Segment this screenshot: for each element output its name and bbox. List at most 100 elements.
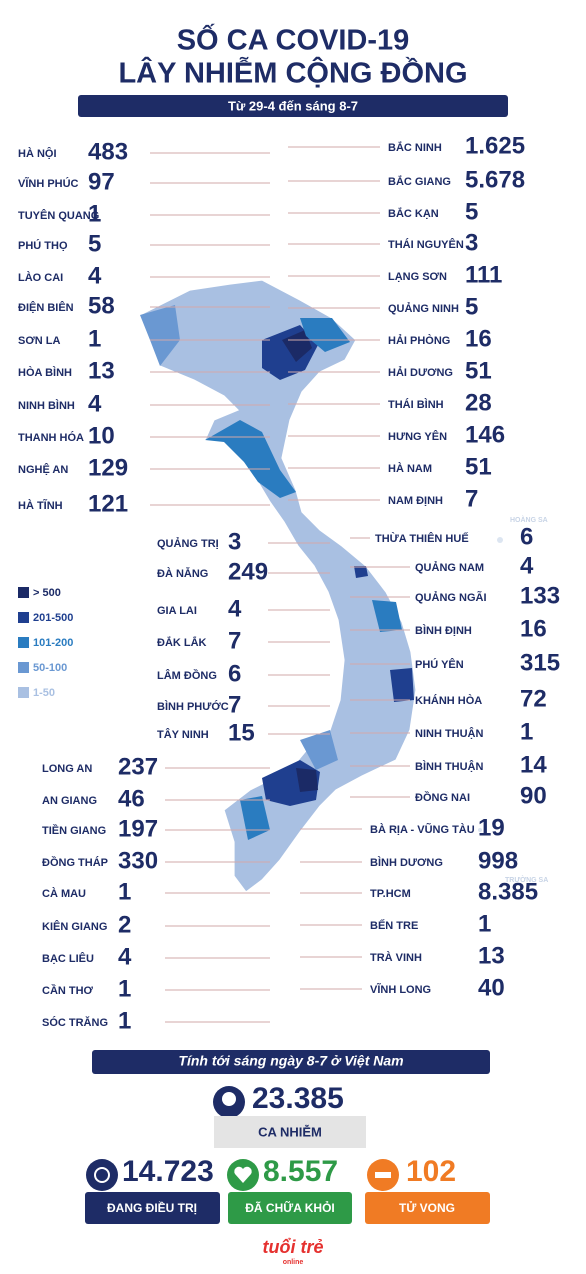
province-name: NAM ĐỊNH bbox=[388, 495, 443, 507]
province-name: AN GIANG bbox=[42, 795, 97, 807]
legend-label: 1-50 bbox=[33, 687, 55, 699]
province-cases: 1 bbox=[88, 325, 101, 352]
province-cases: 4 bbox=[88, 262, 102, 289]
province-cases: 7 bbox=[228, 691, 241, 718]
province-name: NGHỆ AN bbox=[18, 463, 68, 476]
province-name: GIA LAI bbox=[157, 605, 197, 617]
province-cases: 4 bbox=[88, 390, 102, 417]
legend-label: > 500 bbox=[33, 587, 61, 599]
province-cases: 315 bbox=[520, 649, 560, 676]
paracel-label: HOÀNG SA bbox=[510, 515, 548, 524]
province-cases: 1 bbox=[118, 878, 131, 905]
province-name: QUẢNG NINH bbox=[388, 302, 459, 315]
legend-swatch bbox=[18, 612, 29, 623]
province-cases: 1.625 bbox=[465, 132, 525, 159]
province-name: BẮC GIANG bbox=[388, 175, 451, 188]
province-name: THÁI BÌNH bbox=[388, 398, 444, 411]
deaths-value: 102 bbox=[406, 1155, 456, 1188]
province-cases: 51 bbox=[465, 453, 492, 480]
province-cases: 4 bbox=[118, 943, 132, 970]
province-cases: 5 bbox=[88, 230, 101, 257]
recovered-label: ĐÃ CHỮA KHỎI bbox=[245, 1200, 335, 1215]
province-cases: 330 bbox=[118, 847, 158, 874]
legend-label: 50-100 bbox=[33, 662, 67, 674]
province-name: PHÚ YÊN bbox=[415, 658, 464, 671]
province-name: HÒA BÌNH bbox=[18, 366, 72, 379]
province-name: KIÊN GIANG bbox=[42, 920, 107, 933]
treating-value: 14.723 bbox=[122, 1155, 214, 1188]
treating-label: ĐANG ĐIỀU TRỊ bbox=[107, 1200, 197, 1215]
province-cases: 28 bbox=[465, 389, 492, 416]
map-region bbox=[140, 305, 180, 366]
province-cases: 6 bbox=[520, 523, 533, 550]
province-cases: 97 bbox=[88, 168, 115, 195]
icon-detail bbox=[222, 1092, 236, 1106]
province-name: SƠN LA bbox=[18, 335, 60, 347]
province-name: HẢI DƯƠNG bbox=[388, 366, 453, 379]
province-name: LẠNG SƠN bbox=[388, 271, 447, 283]
legend-swatch bbox=[18, 587, 29, 598]
province-name: BÌNH PHƯỚC bbox=[157, 700, 229, 713]
province-name: NINH THUẬN bbox=[415, 727, 483, 740]
province-name: TRÀ VINH bbox=[370, 951, 422, 964]
province-name: VĨNH PHÚC bbox=[18, 177, 79, 190]
province-cases: 51 bbox=[465, 357, 492, 384]
recovered-value: 8.557 bbox=[263, 1155, 338, 1188]
province-name: LÂM ĐỒNG bbox=[157, 669, 217, 682]
province-name: QUẢNG NAM bbox=[415, 561, 484, 574]
province-cases: 8.385 bbox=[478, 878, 538, 905]
spratly-label: TRƯỜNG SA bbox=[505, 875, 548, 884]
subtitle: Từ 29-4 đến sáng 8-7 bbox=[228, 98, 358, 113]
province-cases: 19 bbox=[478, 814, 505, 841]
province-name: HÀ NỘI bbox=[18, 147, 57, 160]
province-name: LÀO CAI bbox=[18, 271, 63, 284]
map-region bbox=[296, 768, 318, 792]
province-name: BẾN TRE bbox=[370, 919, 418, 932]
province-cases: 3 bbox=[465, 229, 478, 256]
province-name: BẮC NINH bbox=[388, 141, 442, 154]
province-cases: 2 bbox=[118, 911, 131, 938]
province-cases: 4 bbox=[520, 552, 534, 579]
province-cases: 121 bbox=[88, 490, 128, 517]
province-name: KHÁNH HÒA bbox=[415, 694, 482, 707]
province-cases: 46 bbox=[118, 785, 145, 812]
province-cases: 10 bbox=[88, 422, 115, 449]
summary-heading: Tính tới sáng ngày 8-7 ở Việt Nam bbox=[178, 1053, 403, 1069]
province-cases: 1 bbox=[478, 910, 491, 937]
province-cases: 5 bbox=[465, 293, 478, 320]
province-name: ĐÀ NẴNG bbox=[157, 567, 208, 580]
icon-detail bbox=[234, 1166, 252, 1183]
treating-box bbox=[85, 1192, 220, 1224]
vietnam-map bbox=[139, 279, 417, 893]
island bbox=[512, 857, 518, 863]
map-region bbox=[282, 330, 312, 362]
icon-detail bbox=[375, 1172, 391, 1178]
legend-swatch bbox=[18, 687, 29, 698]
province-name: ĐỒNG NAI bbox=[415, 791, 470, 804]
province-cases: 111 bbox=[465, 261, 502, 288]
province-name: HÀ NAM bbox=[388, 462, 432, 475]
province-cases: 16 bbox=[465, 325, 492, 352]
province-name: THÁI NGUYÊN bbox=[388, 238, 464, 251]
province-cases: 3 bbox=[228, 528, 241, 555]
treating-icon bbox=[86, 1159, 118, 1191]
province-name: TÂY NINH bbox=[157, 728, 209, 741]
title-line1: SỐ CA COVID-19 bbox=[177, 23, 410, 57]
province-name: LONG AN bbox=[42, 763, 92, 775]
legend-label: 201-500 bbox=[33, 612, 73, 624]
province-name: TIỀN GIANG bbox=[42, 824, 106, 837]
province-name: NINH BÌNH bbox=[18, 399, 75, 412]
province-cases: 40 bbox=[478, 974, 505, 1001]
province-name: ĐIỆN BIÊN bbox=[18, 301, 74, 314]
province-cases: 16 bbox=[520, 615, 547, 642]
icon-detail bbox=[94, 1167, 110, 1183]
province-cases: 129 bbox=[88, 454, 128, 481]
legend-swatch bbox=[18, 662, 29, 673]
total-box bbox=[214, 1116, 366, 1148]
province-name: TP.HCM bbox=[370, 888, 411, 900]
province-name: TUYÊN QUANG bbox=[18, 209, 99, 222]
province-cases: 133 bbox=[520, 582, 560, 609]
map: HOÀNG SA TRƯỜNG SA bbox=[139, 279, 548, 893]
legend: > 500 201-500 101-200 50-100 1-50 bbox=[18, 587, 73, 699]
